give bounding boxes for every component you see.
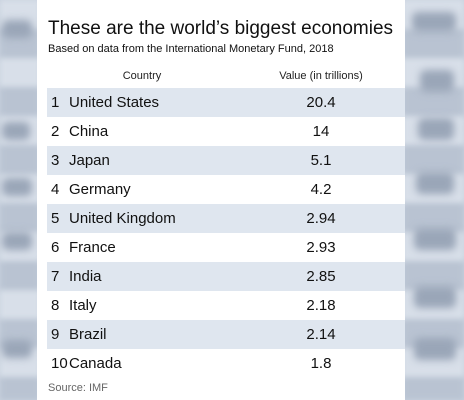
table-row: 7 India 2.85 <box>47 262 405 291</box>
value-cell: 2.18 <box>306 297 336 314</box>
rank-cell: 9 <box>51 326 60 343</box>
source-note: Source: IMF <box>48 382 108 394</box>
country-cell: United Kingdom <box>69 210 176 227</box>
background-blur <box>2 340 32 358</box>
rank-cell: 3 <box>51 152 60 169</box>
rank-cell: 1 <box>51 94 60 111</box>
background-blur <box>2 232 32 250</box>
background-blur <box>416 172 454 194</box>
background-blur <box>414 286 456 308</box>
table-row: 3 Japan 5.1 <box>47 146 405 175</box>
economies-table-card: These are the world’s biggest economies … <box>37 0 405 400</box>
rank-cell: 5 <box>51 210 60 227</box>
background-blur <box>414 228 456 250</box>
table-row: 2 China 14 <box>47 117 405 146</box>
value-cell: 2.85 <box>306 268 336 285</box>
table-body: 1 United States 20.4 2 China 14 3 Japan 5.1 4 Germ… <box>47 88 405 378</box>
background-blur <box>412 12 456 32</box>
country-cell: United States <box>69 94 160 111</box>
table-row: 10 Canada 1.8 <box>47 349 405 378</box>
rank-cell: 8 <box>51 297 60 314</box>
country-cell: China <box>69 123 109 140</box>
country-cell: Canada <box>69 355 122 372</box>
background-blur <box>414 338 456 360</box>
country-cell: Germany <box>69 181 131 198</box>
rank-cell: 7 <box>51 268 60 285</box>
value-cell: 14 <box>312 123 330 140</box>
table-row: 9 Brazil 2.14 <box>47 320 405 349</box>
table-header: Country Value (in trillions) <box>47 62 405 86</box>
value-cell: 2.94 <box>306 210 336 227</box>
value-cell: 20.4 <box>306 94 336 111</box>
background-blur <box>2 122 30 140</box>
rank-cell: 4 <box>51 181 60 198</box>
value-cell: 4.2 <box>310 181 332 198</box>
chart-title: These are the world’s biggest economies <box>48 18 394 39</box>
background-blur <box>2 178 32 196</box>
country-cell: Japan <box>69 152 110 169</box>
value-cell: 2.14 <box>306 326 336 343</box>
background-left <box>0 0 40 400</box>
value-cell: 2.93 <box>306 239 336 256</box>
background-blur <box>420 70 454 92</box>
rank-cell: 10 <box>51 355 68 372</box>
column-header-country: Country <box>122 70 162 82</box>
country-cell: India <box>69 268 102 285</box>
value-cell: 1.8 <box>310 355 332 372</box>
background-blur <box>2 20 32 38</box>
country-cell: Italy <box>69 297 97 314</box>
background-right <box>402 0 464 400</box>
rank-cell: 6 <box>51 239 60 256</box>
table-row: 5 United Kingdom 2.94 <box>47 204 405 233</box>
table-row: 6 France 2.93 <box>47 233 405 262</box>
table-row: 8 Italy 2.18 <box>47 291 405 320</box>
chart-subtitle: Based on data from the International Mon… <box>48 43 334 55</box>
country-cell: France <box>69 239 116 256</box>
column-header-value: Value (in trillions) <box>279 70 363 82</box>
value-cell: 5.1 <box>310 152 332 169</box>
rank-cell: 2 <box>51 123 60 140</box>
table-row: 4 Germany 4.2 <box>47 175 405 204</box>
table-row: 1 United States 20.4 <box>47 88 405 117</box>
country-cell: Brazil <box>69 326 107 343</box>
background-blur <box>418 118 454 140</box>
